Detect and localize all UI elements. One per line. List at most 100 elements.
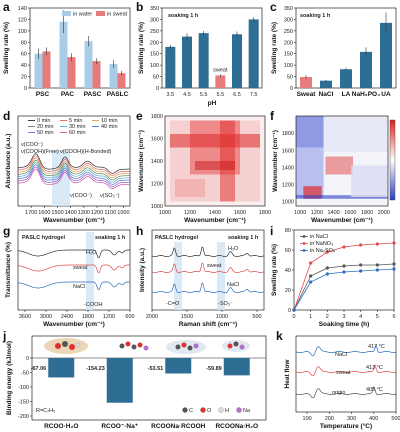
d-legend-label-4: 30 min [69,124,86,130]
d-legend-label-6: 50 min [37,130,54,136]
annotation-c: soaking 1 h [300,13,331,19]
y-axis-label-k: Heat flow [284,359,291,389]
annotation-h: soaking 1 h [228,235,259,241]
f-heat-cell-3 [325,156,354,175]
b-y-tick-5: 250 [150,29,159,35]
i-line-1 [293,242,395,311]
plot-frame-h [151,229,265,311]
e-heat-cell-5 [175,179,205,197]
i-point-1-3 [342,245,346,249]
c-x-tick-4: UA [381,91,391,98]
d-x-tick-7: 1000 [117,210,129,216]
y-axis-label-d: Absorbance (a.u.) [5,134,12,189]
d-x-tick-3: 1400 [65,210,77,216]
d-line-6 [17,166,131,187]
f-y-tick-0: 1000 [282,200,294,206]
x-axis-label-h: Raman shift (cm⁻¹) [179,321,237,328]
molecule-illustration-2 [166,340,206,354]
a-bar-0-1 [59,21,68,88]
a-x-tick-3: PASLC [107,91,129,98]
j-x-tick-2: RCOONa·RCOOH [151,423,205,430]
d-legend-label-2: 10 min [101,118,118,124]
f-x-tick-4: 1800 [361,210,373,216]
g-x-tick-5: 600 [125,314,134,320]
f-y-tick-3: 1600 [282,148,294,154]
j-y-tick-0: 0 [26,356,29,362]
j-bar-2 [165,358,192,374]
i-legend-marker-2 [302,249,306,252]
b-y-tick-7: 350 [150,6,159,12]
f-x-tick-5: 2000 [378,210,390,216]
h-x-tick-0: 2000 [146,314,158,320]
j-atom-label-0: C [189,408,193,414]
b-y-tick-1: 50 [153,75,159,81]
i-x-tick-0: 0 [292,314,295,320]
a-x-tick-0: PSC [36,91,50,98]
colorbar-f [389,119,396,201]
i-point-0-5 [375,263,379,267]
y-axis-label-c: Swelling rate (%) [271,22,278,74]
molecule-illustration-1 [119,341,149,351]
d-x-tick-0: 1700 [25,210,37,216]
i-x-tick-6: 6 [392,314,395,320]
a-y-tick-4: 80 [21,40,27,46]
f-x-tick-3: 1600 [344,210,356,216]
e-y-tick-1: 1200 [151,182,163,188]
g-x-tick-0: 3600 [19,314,31,320]
i-point-0-3 [342,264,346,268]
c-y-tick-3: 150 [284,52,293,58]
panel-label-g: g [3,224,10,238]
b-bar-0 [165,46,176,88]
j-x-tick-3: RCOONa·H₂O [215,423,258,430]
d-legend-label-0: 0 min [37,118,50,124]
panel-h: h PASLC hydrogel soaking 1 h Intensity (… [136,224,265,328]
c-y-tick-4: 200 [284,40,293,46]
d-line-2 [17,157,131,178]
series-label-h-1: sweat [207,263,222,269]
x-axis-label-g: Wavenumber (cm⁻¹) [43,321,105,328]
a-bar-1-1 [67,57,76,88]
a-x-tick-2: PASC [84,91,102,98]
d-legend-label-1: 5 min [69,118,82,124]
e-heat-cell-4 [195,161,235,170]
annotation-h-1: -SO₃⁻ [218,301,233,307]
a-y-tick-3: 60 [21,52,27,58]
panel-label-c: c [270,0,277,14]
f-heat-cell-2 [323,116,388,152]
j-x-tick-1: RCOO⁻·Na⁺ [101,423,138,430]
annotation-b: soaking 1 h [168,13,199,19]
f-x-tick-0: 1000 [294,210,306,216]
c-y-tick-6: 300 [284,17,293,23]
annotation-k-0: 417 °C [368,344,385,350]
a-y-tick-6: 120 [18,17,27,23]
plot-frame-j [31,335,267,421]
i-point-2-0 [292,308,296,312]
g-x-tick-4: 1200 [103,314,115,320]
y-axis-label-e: Wavenumber (cm⁻¹) [138,130,145,192]
a-legend-label-0: in water [73,12,92,18]
f-x-tick-2: 1400 [328,210,340,216]
j-value-label-0: -67.06 [31,366,47,372]
c-x-tick-0: Sweat [297,91,317,98]
i-legend-label-2: in Na₂SO₄ [310,248,336,254]
i-point-2-6 [392,267,396,271]
panel-b: b soaking 1 h Swelling rate (%) pH 0 50 10… [136,0,263,107]
i-point-0-4 [359,263,363,267]
panel-c: c soaking 1 h Swelling rate (%) 0 50 100 15… [270,0,397,98]
i-y-tick-2: 40 [285,268,291,274]
k-x-tick-3: 400 [369,416,378,422]
i-x-tick-3: 3 [342,314,345,320]
j-y-tick-4: -200 [18,414,29,420]
i-y-tick-0: 0 [288,308,291,314]
highlight-band-h-0 [174,242,182,310]
e-x-tick-0: 1000 [159,210,171,216]
b-y-tick-4: 200 [150,40,159,46]
i-legend-label-0: in NaCl [310,234,328,240]
j-y-tick-1: -50 [21,371,29,377]
e-y-tick-0: 1000 [151,204,163,210]
e-heat-cell-2 [170,134,260,148]
annotation-d-0: ν(COO⁻) [21,142,43,148]
j-x-tick-0: RCOO·H₂O [44,423,78,430]
c-y-tick-5: 250 [284,29,293,35]
i-point-1-4 [359,243,363,247]
